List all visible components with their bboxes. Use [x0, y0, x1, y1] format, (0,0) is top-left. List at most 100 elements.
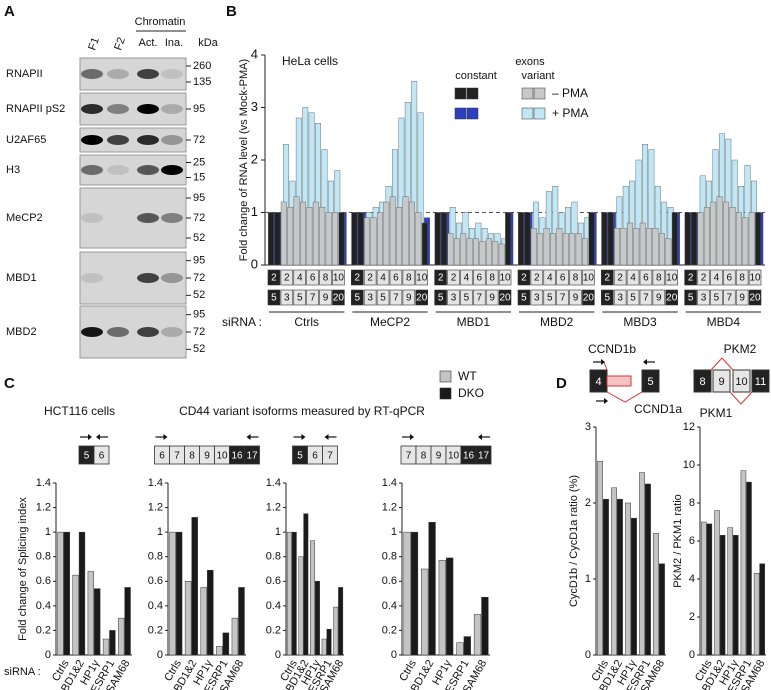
- primer-arrow-head: [96, 434, 100, 440]
- exon-box: [710, 289, 723, 306]
- y-tick-label: 3: [251, 99, 258, 114]
- exon-box: [556, 289, 569, 306]
- legend-title: exons: [515, 56, 545, 68]
- bar: [639, 222, 646, 266]
- bar: [473, 238, 479, 266]
- exon-label: 5: [297, 293, 303, 304]
- bar: [314, 581, 320, 656]
- bar: [191, 517, 198, 656]
- exon-label: 10: [416, 273, 428, 284]
- exon-label: 5: [714, 293, 720, 304]
- y-tick-label: 0.8: [36, 551, 51, 563]
- y-tick-label: 2: [689, 611, 695, 623]
- row-label: MeCP2: [6, 212, 43, 224]
- blot-band: [107, 104, 129, 114]
- exon-box: [351, 289, 364, 306]
- exon-label: 10: [749, 273, 761, 284]
- exon-label: 7: [560, 293, 566, 304]
- bar: [428, 522, 436, 656]
- exon-label: 5: [630, 293, 636, 304]
- exon-box: [735, 289, 749, 306]
- exon-label: 5: [271, 293, 277, 304]
- blot-strip: [79, 57, 187, 91]
- y-axis-label: CycD1b / CycD1a ratio (%): [568, 475, 580, 607]
- y-tick-label: 1: [45, 526, 51, 538]
- y-tick-label: 8: [689, 497, 695, 509]
- bar: [109, 630, 116, 656]
- blot-strip: [79, 251, 187, 305]
- exon-label: 2: [451, 273, 457, 284]
- blot-band: [137, 327, 159, 337]
- exon-label: 6: [159, 451, 165, 462]
- exon-label: 5: [547, 293, 553, 304]
- exon-box: [447, 269, 460, 286]
- x-prefix: siRNA :: [4, 666, 41, 678]
- primer-arrow-head: [246, 434, 251, 440]
- group-label: MeCP2: [370, 315, 410, 329]
- primer-arrow-head: [301, 434, 306, 440]
- exon-label: 2: [438, 273, 444, 284]
- bar: [481, 597, 489, 656]
- y-tick-label: 0.6: [36, 575, 51, 587]
- bar: [524, 212, 531, 266]
- y-tick-label: 0.4: [382, 600, 397, 612]
- bar: [184, 581, 192, 656]
- marker-label: 72: [193, 212, 205, 224]
- bar: [72, 574, 79, 656]
- group-label: MBD4: [707, 315, 741, 329]
- exon-box: [351, 269, 364, 286]
- exon-label: 5: [297, 451, 303, 462]
- exon-box: [665, 269, 678, 286]
- bar: [652, 228, 659, 266]
- panel-label: D: [556, 375, 567, 392]
- bar: [351, 212, 358, 266]
- exon-label: 10: [499, 273, 511, 284]
- exon-box: [319, 289, 332, 306]
- exon-box: [556, 269, 569, 286]
- exon-box: [498, 269, 512, 286]
- exon-label: 9: [323, 293, 329, 304]
- exon-box: [415, 269, 428, 286]
- exon-box: [402, 289, 416, 306]
- y-tick-label: 0.8: [266, 551, 281, 563]
- exon-box: [322, 445, 338, 465]
- bar: [293, 196, 300, 266]
- bar: [611, 487, 617, 656]
- exon-label: 2: [521, 273, 527, 284]
- exon-label: 20: [499, 293, 511, 304]
- bar: [530, 228, 537, 266]
- bar: [207, 569, 214, 656]
- primer-arrow-head: [410, 434, 414, 440]
- marker-label: 95: [193, 255, 205, 267]
- legend-label: + PMA: [552, 106, 588, 120]
- exon-box: [306, 269, 319, 286]
- exon-box: [684, 269, 697, 286]
- exon-box: [751, 369, 770, 393]
- bar: [325, 212, 332, 266]
- y-tick-label: 0.4: [36, 600, 51, 612]
- y-tick-label: 0: [585, 649, 591, 661]
- exon-box: [332, 269, 345, 286]
- bar: [614, 228, 621, 266]
- exon-label: 20: [666, 293, 678, 304]
- marker-label: 52: [193, 232, 205, 244]
- exon-box: [723, 269, 736, 286]
- exon-box: [473, 269, 486, 286]
- y-tick-label: 6: [689, 535, 695, 547]
- exon-label: 4: [630, 273, 636, 284]
- marker-label: 52: [193, 343, 205, 355]
- blot-band: [161, 69, 183, 79]
- exon-box: [402, 269, 416, 286]
- splice-line: [710, 357, 734, 371]
- blot-band: [137, 135, 159, 145]
- exon-box: [748, 289, 762, 306]
- exon-label: 17: [478, 451, 490, 462]
- lane-label: F2: [112, 36, 128, 52]
- exon-box: [306, 289, 319, 306]
- bar: [238, 587, 245, 656]
- exon-label: 6: [560, 273, 566, 284]
- exon-box: [434, 289, 447, 306]
- splice-line: [729, 391, 753, 405]
- bar: [671, 212, 678, 266]
